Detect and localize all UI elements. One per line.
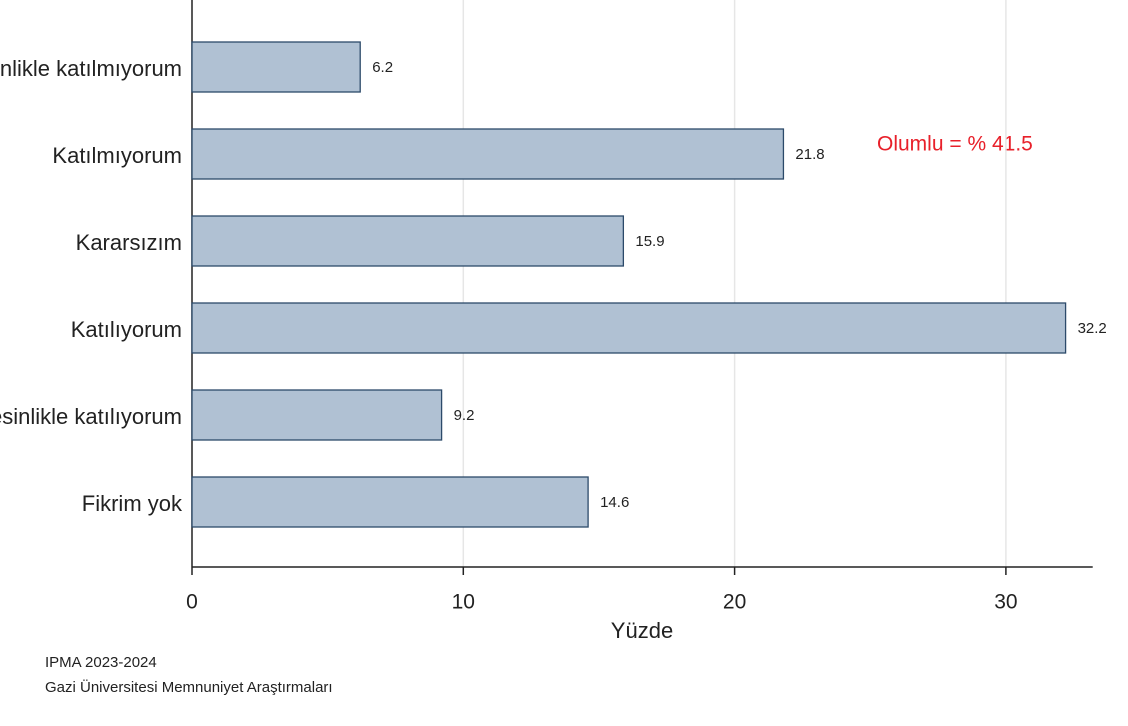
x-tick-label: 0 (186, 591, 198, 614)
y-tick-label: Katılmıyorum (52, 143, 182, 168)
value-label: 15.9 (635, 233, 664, 250)
value-label: 6.2 (372, 59, 393, 76)
bar (191, 302, 1067, 354)
value-label: 14.6 (600, 494, 629, 511)
bar (191, 128, 785, 180)
bar (191, 476, 589, 528)
x-tick-label: 10 (452, 591, 475, 614)
bar (191, 41, 361, 93)
bar (191, 389, 443, 441)
x-tick-label: 20 (723, 591, 746, 614)
bar (191, 215, 625, 267)
source-note: Gazi Üniversitesi Memnuniyet Araştırmala… (45, 678, 333, 696)
source-note: IPMA 2023-2024 (45, 654, 157, 671)
y-tick-label: Kesinlikle katılıyorum (0, 404, 182, 429)
value-label: 9.2 (454, 407, 475, 424)
y-tick-label: Kararsızım (76, 230, 182, 255)
annotation: Olumlu = % 41.5 (877, 133, 1033, 156)
value-label: 32.2 (1078, 320, 1107, 337)
value-label: 21.8 (795, 146, 824, 163)
x-tick-label: 30 (994, 591, 1017, 614)
y-tick-label: Kesinlikle katılmıyorum (0, 56, 182, 81)
x-axis-label: Yüzde (611, 618, 673, 643)
y-tick-label: Katılıyorum (71, 317, 182, 342)
y-tick-label: Fikrim yok (82, 491, 183, 516)
